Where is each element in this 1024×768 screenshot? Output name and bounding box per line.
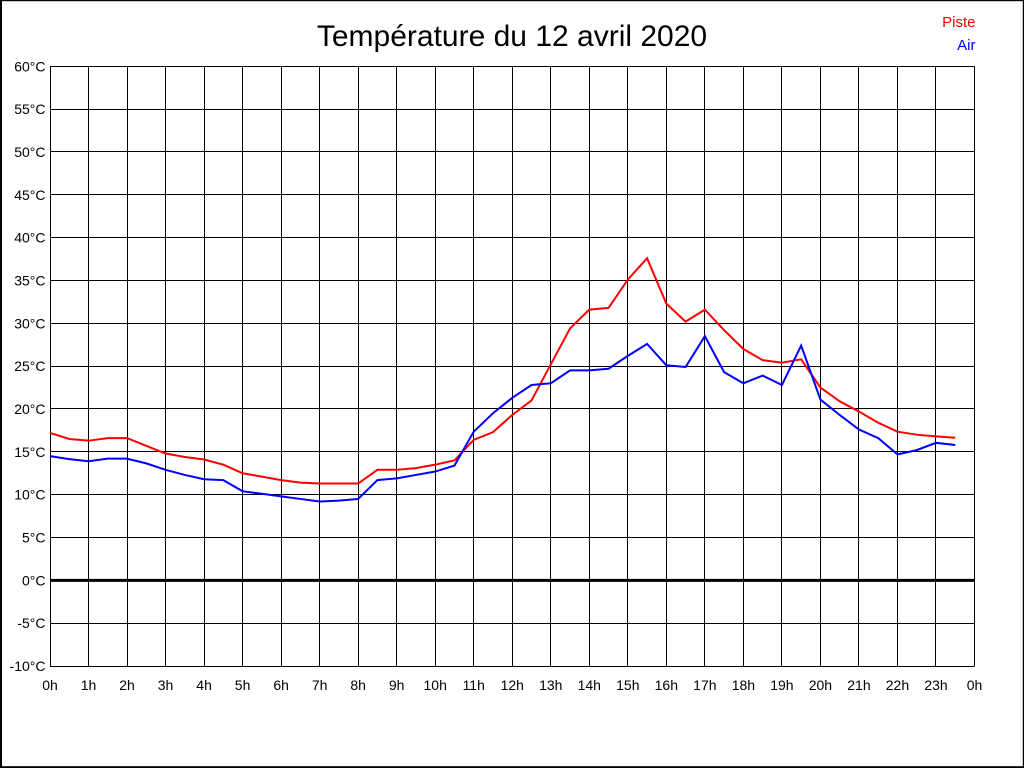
svg-text:22h: 22h [886, 677, 909, 693]
svg-text:19h: 19h [770, 677, 793, 693]
svg-text:20h: 20h [809, 677, 832, 693]
svg-text:23h: 23h [924, 677, 947, 693]
svg-text:-5°C: -5°C [17, 615, 45, 631]
svg-text:15h: 15h [616, 677, 639, 693]
svg-text:40°C: 40°C [14, 230, 45, 246]
svg-text:1h: 1h [81, 677, 97, 693]
svg-text:7h: 7h [312, 677, 328, 693]
svg-text:12h: 12h [501, 677, 524, 693]
svg-text:Piste: Piste [942, 14, 975, 31]
svg-text:13h: 13h [539, 677, 562, 693]
svg-text:21h: 21h [847, 677, 870, 693]
svg-text:-10°C: -10°C [10, 658, 46, 674]
svg-text:Air: Air [957, 37, 975, 54]
svg-text:17h: 17h [693, 677, 716, 693]
svg-text:20°C: 20°C [14, 401, 45, 417]
svg-text:15°C: 15°C [14, 444, 45, 460]
svg-text:3h: 3h [158, 677, 174, 693]
svg-text:5°C: 5°C [22, 529, 46, 545]
svg-text:16h: 16h [655, 677, 678, 693]
svg-text:6h: 6h [273, 677, 289, 693]
svg-text:55°C: 55°C [14, 101, 45, 117]
svg-text:25°C: 25°C [14, 358, 45, 374]
svg-text:8h: 8h [350, 677, 366, 693]
svg-text:60°C: 60°C [14, 58, 45, 74]
svg-text:45°C: 45°C [14, 187, 45, 203]
svg-text:30°C: 30°C [14, 315, 45, 331]
svg-text:9h: 9h [389, 677, 405, 693]
svg-text:4h: 4h [196, 677, 212, 693]
svg-text:0h: 0h [967, 677, 983, 693]
svg-text:18h: 18h [732, 677, 755, 693]
svg-text:10h: 10h [424, 677, 447, 693]
svg-text:5h: 5h [235, 677, 251, 693]
svg-text:50°C: 50°C [14, 144, 45, 160]
svg-text:2h: 2h [119, 677, 135, 693]
svg-text:10°C: 10°C [14, 487, 45, 503]
svg-text:14h: 14h [578, 677, 601, 693]
svg-text:0°C: 0°C [22, 572, 46, 588]
svg-text:Température du 12 avril 2020: Température du 12 avril 2020 [317, 20, 707, 53]
svg-text:0h: 0h [42, 677, 58, 693]
svg-text:35°C: 35°C [14, 272, 45, 288]
svg-text:11h: 11h [463, 677, 485, 693]
